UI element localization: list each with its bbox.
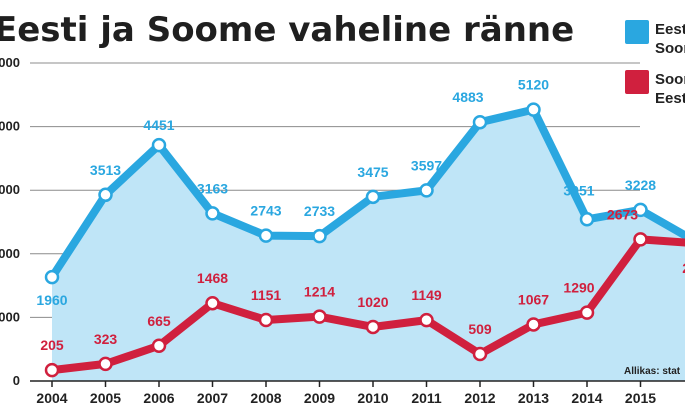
- data-label: 25: [682, 260, 685, 276]
- data-label: 3597: [411, 157, 442, 173]
- data-point: [205, 206, 220, 221]
- legend-label-blue-1: Eest: [655, 21, 685, 38]
- x-tick-label: 2013: [518, 390, 549, 406]
- y-tick-label: 000: [0, 246, 20, 261]
- data-label: 1214: [304, 284, 335, 300]
- data-point: [526, 102, 541, 117]
- data-label: 205: [40, 337, 64, 353]
- y-tick-label: 0: [13, 373, 20, 388]
- data-label: 5120: [518, 77, 549, 93]
- chart-title: Eesti ja Soome vaheline ränne: [0, 10, 574, 50]
- x-tick-label: 2012: [464, 390, 495, 406]
- data-point: [98, 187, 113, 203]
- data-label: 665: [147, 313, 171, 329]
- legend-label-red-1: Soom: [655, 71, 685, 88]
- x-tick-label: 2011: [411, 390, 442, 406]
- data-point: [44, 269, 60, 285]
- y-tick-label: 000: [0, 119, 20, 134]
- data-label: 1151: [251, 287, 282, 303]
- data-point: [44, 362, 60, 378]
- data-point: [98, 356, 113, 372]
- data-label: 1149: [411, 287, 442, 303]
- x-tick-label: 2010: [357, 390, 388, 406]
- y-tick-label: 000: [0, 309, 20, 324]
- series-area: [52, 109, 685, 381]
- data-point: [365, 319, 381, 335]
- data-label: 3513: [90, 162, 121, 178]
- data-point: [205, 295, 220, 311]
- data-point: [258, 228, 274, 243]
- data-point: [419, 183, 434, 198]
- data-labels: 1960 3513 4451 3163 2743 2733 3475 3597 4883 5120…: [36, 77, 685, 353]
- y-tick-label: 000: [0, 55, 20, 70]
- data-point: [312, 228, 327, 244]
- data-point: [472, 346, 488, 362]
- data-point: [258, 312, 274, 328]
- x-tick-label: 2007: [197, 390, 228, 406]
- data-point: [312, 309, 327, 324]
- x-tick-label: 2004: [36, 390, 67, 406]
- data-label: 4451: [143, 117, 174, 133]
- data-point: [633, 232, 648, 247]
- data-label: 1020: [357, 294, 388, 310]
- data-label: 509: [468, 321, 492, 337]
- data-point: [526, 317, 541, 332]
- x-tick-label: 2005: [90, 390, 121, 406]
- data-point: [419, 312, 434, 328]
- data-label: 1468: [197, 270, 228, 286]
- x-tick-label: 2008: [250, 390, 281, 406]
- data-label: 4883: [452, 89, 483, 105]
- legend-swatch-blue: [625, 20, 649, 44]
- data-label: 2733: [304, 203, 335, 219]
- series-points: [44, 102, 648, 378]
- x-tick-label: 2015: [625, 390, 656, 406]
- x-tick-label: 2014: [571, 390, 602, 406]
- source-note: Allikas: stat: [624, 366, 681, 377]
- data-label: 1290: [563, 280, 594, 296]
- legend-label-blue-2: Soom: [655, 40, 685, 57]
- data-label: 3163: [197, 180, 228, 196]
- data-label: 3228: [625, 177, 656, 193]
- data-label: 323: [94, 331, 118, 347]
- data-point: [579, 212, 595, 227]
- data-label: 1067: [518, 291, 549, 307]
- data-point: [579, 305, 595, 320]
- data-label: 3475: [357, 164, 388, 180]
- data-point: [365, 189, 381, 205]
- data-point: [633, 202, 648, 218]
- data-label: 1960: [36, 292, 67, 308]
- legend-label-red-2: Eest: [655, 90, 685, 107]
- data-point: [151, 137, 167, 153]
- data-label: 2673: [607, 206, 638, 222]
- data-point: [472, 114, 488, 130]
- x-tick-label: 2009: [304, 390, 335, 406]
- legend-swatch-red: [625, 70, 649, 94]
- area-fill: [52, 109, 685, 381]
- data-label: 3051: [563, 182, 594, 198]
- x-axis: [30, 380, 685, 387]
- legend: Eest Soom Soom Eest: [625, 20, 685, 107]
- y-tick-label: 000: [0, 182, 20, 197]
- data-label: 2743: [250, 203, 281, 219]
- data-point: [151, 338, 167, 354]
- x-tick-label: 2006: [143, 390, 174, 406]
